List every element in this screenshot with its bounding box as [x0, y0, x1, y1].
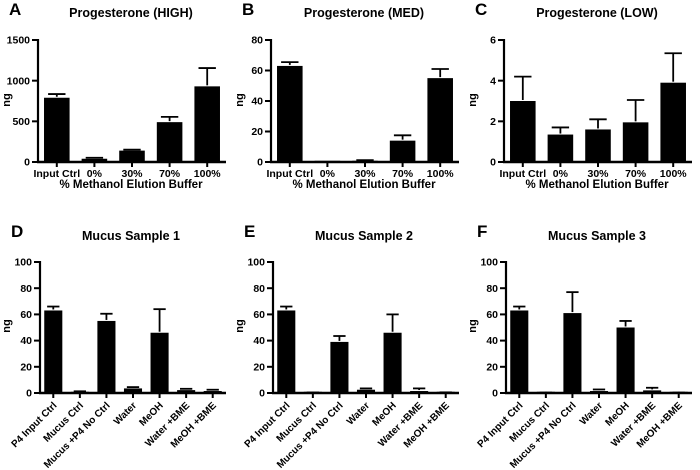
x-axis-label-b: % Methanol Elution Buffer — [292, 179, 436, 191]
svg-text:80: 80 — [486, 283, 498, 295]
svg-text:2: 2 — [490, 116, 496, 128]
svg-text:40: 40 — [20, 335, 32, 347]
bar-chart-b: 0 20 40 60 80 Input Ctrl 0% 30% 70% 100% — [251, 35, 459, 180]
panel-a: A Progesterone (HIGH) ng 0 500 1000 1500 Inp… — [0, 0, 234, 210]
svg-text:Water: Water — [112, 400, 139, 427]
svg-text:40: 40 — [253, 335, 265, 347]
svg-text:80: 80 — [251, 35, 263, 47]
svg-text:0%: 0% — [553, 168, 569, 180]
panel-b: B Progesterone (MED) ng 0 20 40 60 80 Input C… — [233, 0, 467, 210]
panel-f: F Mucus Sample 3 ng 0 20 40 60 80 100 P4 Input… — [466, 210, 700, 470]
svg-text:4: 4 — [490, 75, 496, 87]
svg-text:20: 20 — [251, 126, 263, 138]
svg-text:80: 80 — [253, 283, 265, 295]
svg-text:40: 40 — [251, 96, 263, 108]
svg-text:Input Ctrl: Input Ctrl — [266, 168, 313, 180]
svg-text:6: 6 — [490, 35, 496, 47]
chart-title-d: Mucus Sample 1 — [82, 229, 180, 243]
svg-text:0: 0 — [26, 388, 32, 400]
svg-text:60: 60 — [20, 309, 32, 321]
x-axis-label-a: % Methanol Elution Buffer — [59, 179, 203, 191]
panel-c: C Progesterone (LOW) ng 0 2 4 6 Input Ctrl 0%… — [466, 0, 700, 210]
svg-text:Input Ctrl: Input Ctrl — [499, 168, 546, 180]
svg-text:20: 20 — [20, 361, 32, 373]
panel-letter-d: D — [11, 222, 24, 241]
svg-text:100: 100 — [247, 257, 265, 269]
svg-text:60: 60 — [253, 309, 265, 321]
svg-text:60: 60 — [251, 65, 263, 77]
bar-chart-c: 0 2 4 6 Input Ctrl 0% 30% 70% 100% — [490, 35, 692, 180]
panel-letter-b: B — [242, 0, 255, 19]
svg-text:0: 0 — [257, 157, 263, 169]
panel-letter-e: E — [244, 222, 256, 241]
svg-text:0%: 0% — [87, 168, 103, 180]
svg-text:0: 0 — [259, 388, 265, 400]
svg-text:20: 20 — [253, 361, 265, 373]
svg-text:20: 20 — [486, 361, 498, 373]
svg-text:30%: 30% — [121, 168, 143, 180]
svg-text:Water: Water — [345, 400, 372, 427]
panel-e: E Mucus Sample 2 ng 0 20 40 60 80 100 P4 Input… — [233, 210, 467, 470]
panel-letter-f: F — [477, 222, 488, 241]
x-axis-label-c: % Methanol Elution Buffer — [525, 179, 669, 191]
chart-title-e: Mucus Sample 2 — [315, 229, 413, 243]
bar-chart-a: 0 500 1000 1500 Input Ctrl 0% 30% 70% 100% — [7, 35, 226, 180]
svg-text:Water: Water — [578, 400, 605, 427]
panel-d: D Mucus Sample 1 ng 0 20 40 60 80 100 P4 Input… — [0, 210, 234, 470]
svg-text:30%: 30% — [587, 168, 609, 180]
chart-title-f: Mucus Sample 3 — [548, 229, 646, 243]
chart-title-b: Progesterone (MED) — [303, 6, 425, 20]
svg-text:100: 100 — [480, 257, 498, 269]
svg-text:70%: 70% — [392, 168, 414, 180]
svg-text:80: 80 — [20, 283, 32, 295]
svg-text:0: 0 — [490, 157, 496, 169]
svg-text:Input Ctrl: Input Ctrl — [33, 168, 80, 180]
svg-text:70%: 70% — [159, 168, 181, 180]
svg-text:100%: 100% — [660, 168, 688, 180]
panel-letter-c: C — [475, 0, 488, 19]
svg-text:0%: 0% — [320, 168, 336, 180]
svg-text:40: 40 — [486, 335, 498, 347]
svg-text:30%: 30% — [354, 168, 376, 180]
svg-text:1000: 1000 — [7, 75, 31, 87]
svg-text:100%: 100% — [194, 168, 222, 180]
chart-title-a: Progesterone (HIGH) — [69, 6, 193, 20]
svg-text:60: 60 — [486, 309, 498, 321]
svg-text:0: 0 — [492, 388, 498, 400]
svg-text:1500: 1500 — [7, 35, 31, 47]
svg-text:70%: 70% — [625, 168, 647, 180]
chart-title-c: Progesterone (LOW) — [536, 6, 658, 20]
svg-text:500: 500 — [12, 116, 30, 128]
svg-text:100%: 100% — [427, 168, 455, 180]
svg-text:0: 0 — [24, 157, 30, 169]
svg-text:100: 100 — [14, 257, 32, 269]
panel-letter-a: A — [9, 0, 22, 19]
